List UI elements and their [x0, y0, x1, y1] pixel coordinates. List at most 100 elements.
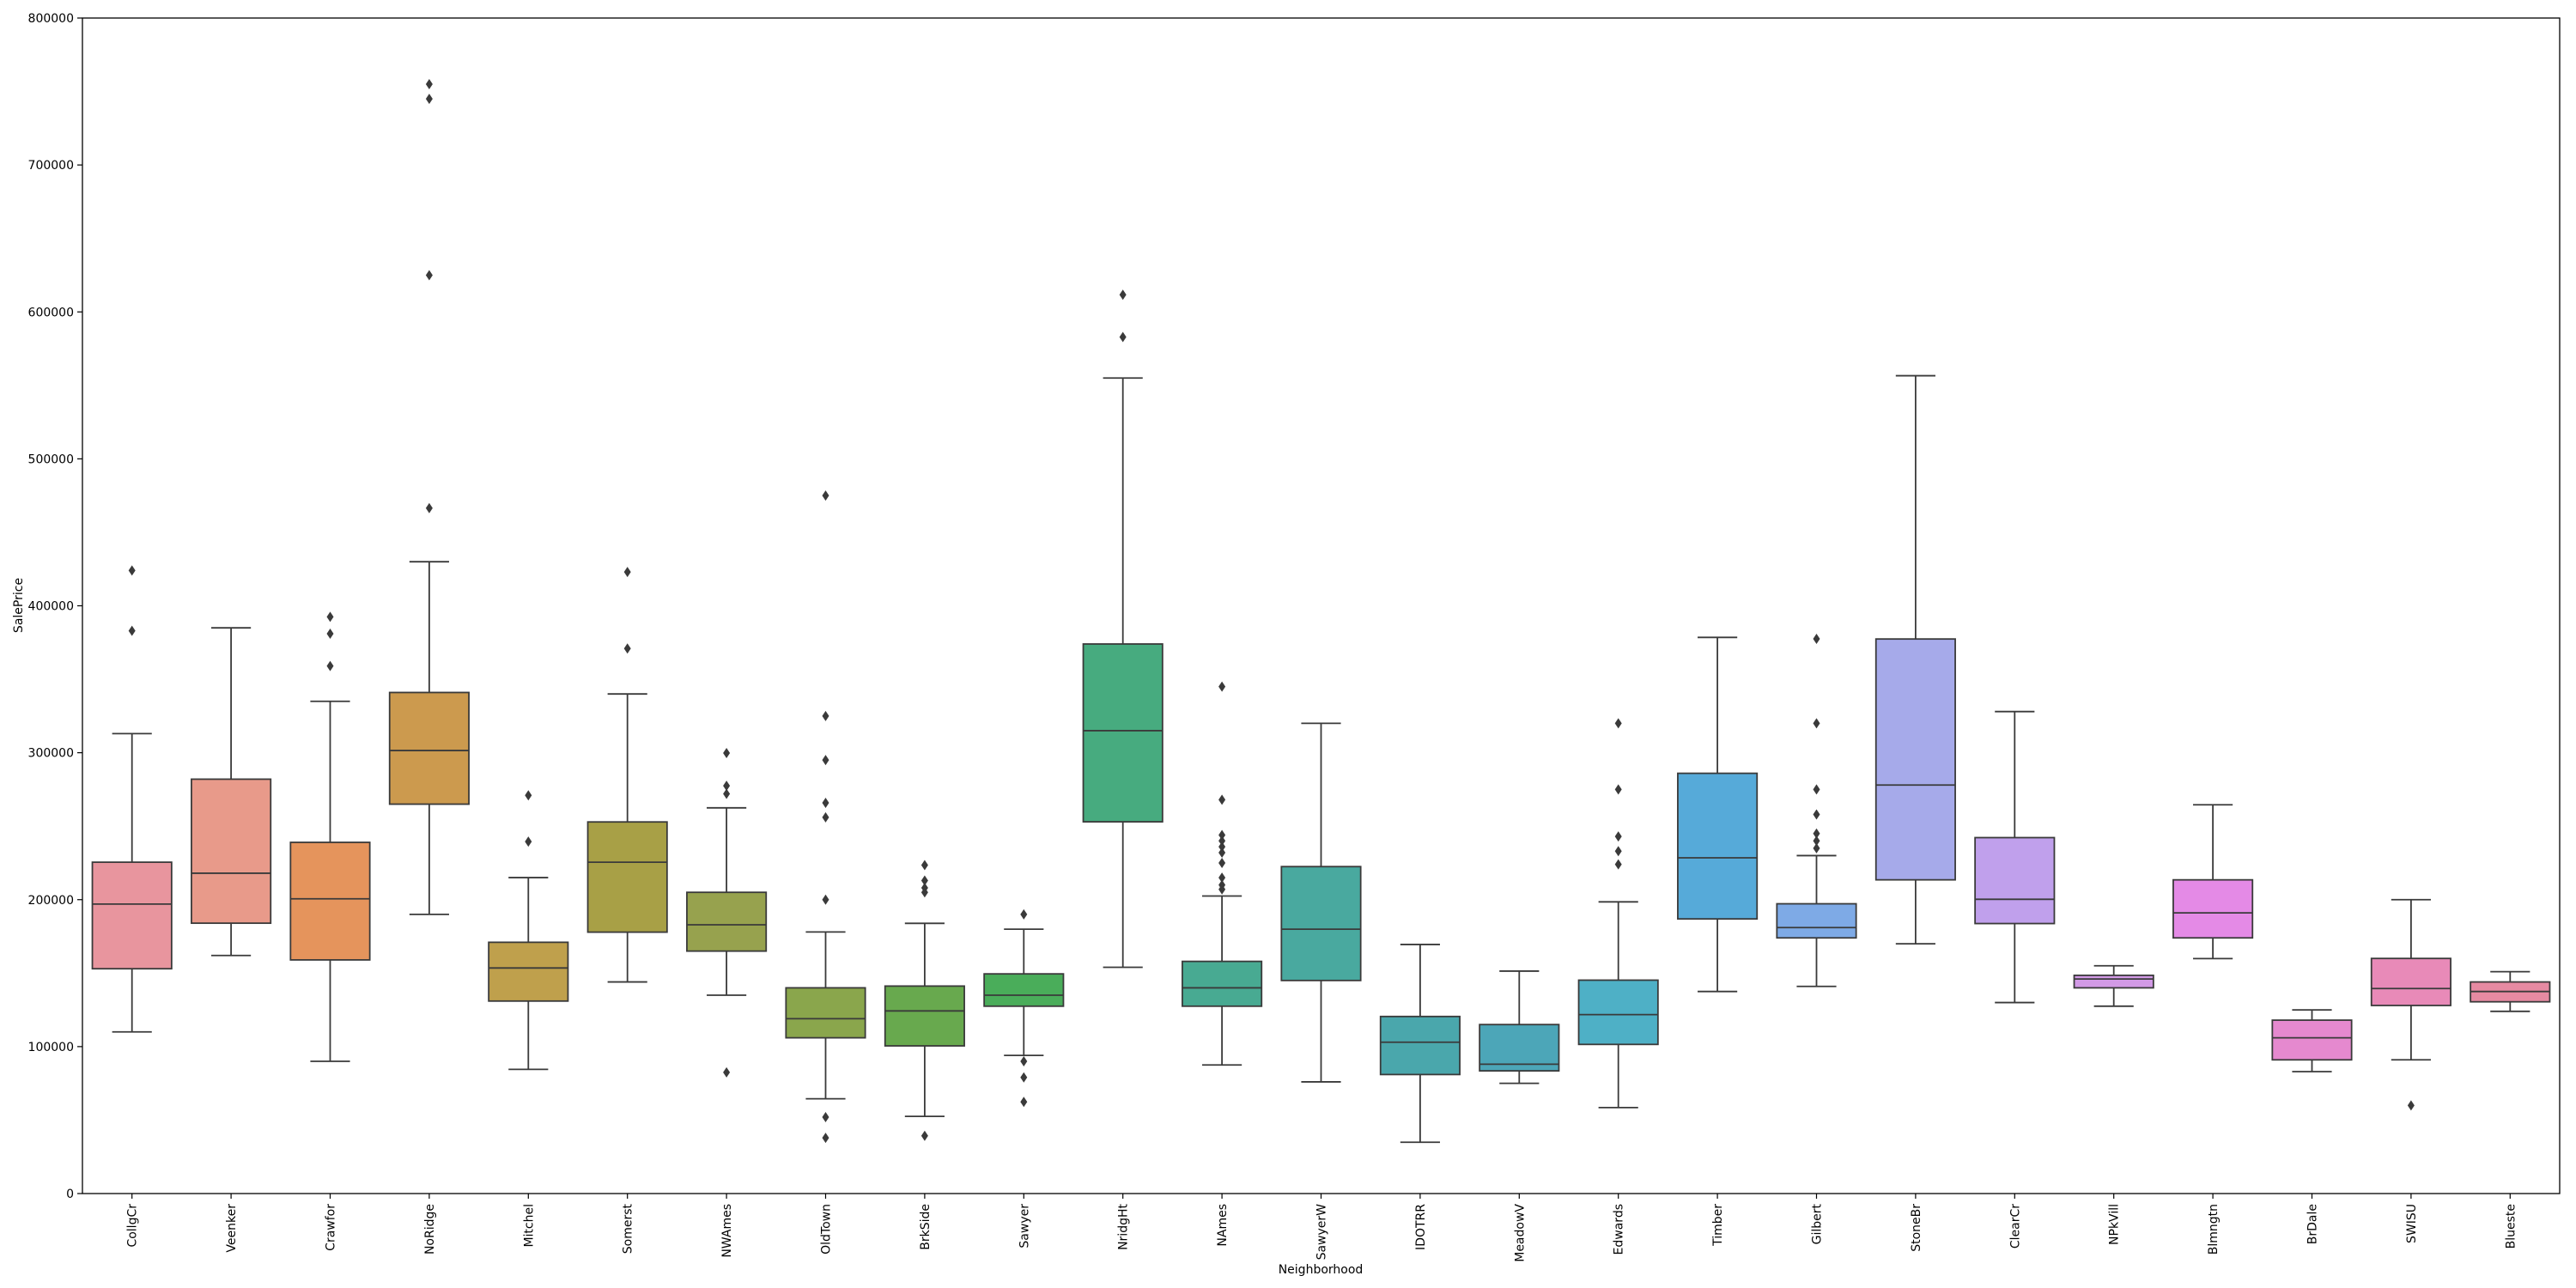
box-Blmngtn	[2172, 804, 2254, 960]
box-iqr	[91, 861, 173, 970]
y-tick-label: 700000	[28, 159, 74, 173]
y-tick-label: 800000	[28, 12, 74, 26]
x-tick-label: NPkVill	[2108, 1204, 2122, 1245]
outlier-point	[1218, 835, 1226, 847]
box-BrDale	[2271, 1009, 2353, 1072]
box-iqr	[191, 778, 272, 925]
box-Somerst	[586, 567, 668, 983]
outlier-point	[1218, 879, 1226, 890]
x-tick-label: BrkSide	[919, 1204, 933, 1250]
box-Veenker	[191, 627, 272, 957]
box-NAmes	[1182, 681, 1263, 1066]
box-StoneBr	[1874, 374, 1956, 945]
outlier-point	[1020, 1097, 1028, 1108]
box-iqr	[884, 985, 965, 1047]
box-Sawyer	[983, 908, 1065, 1108]
box-iqr	[2370, 957, 2451, 1006]
x-tick-label: MeadowV	[1513, 1204, 1527, 1262]
outlier-point	[1218, 681, 1226, 692]
outlier-point	[1813, 809, 1820, 820]
box-iqr	[1280, 866, 1362, 981]
box-iqr	[1182, 960, 1263, 1007]
y-tick-label: 600000	[28, 306, 74, 319]
outlier-point	[822, 811, 829, 823]
outlier-point	[920, 860, 928, 871]
box-Edwards	[1577, 718, 1659, 1109]
x-tick-label: Edwards	[1613, 1204, 1626, 1255]
x-tick-label: Blmngtn	[2207, 1204, 2221, 1255]
outlier-point	[822, 490, 829, 501]
outlier-point	[1614, 846, 1622, 857]
box-iqr	[289, 841, 371, 961]
box-iqr	[2073, 974, 2154, 989]
y-axis: 0 100000 200000 300000 400000 500000 600000 700…	[28, 12, 82, 1201]
x-tick-label: Timber	[1711, 1204, 1725, 1247]
outlier-point	[822, 1133, 829, 1144]
outlier-point	[1218, 841, 1226, 853]
outlier-point	[822, 894, 829, 905]
outlier-point	[1218, 857, 1226, 868]
box-Crawfor	[289, 611, 371, 1062]
outlier-point	[1119, 289, 1127, 301]
x-tick-label: CollgCr	[126, 1204, 140, 1248]
x-axis: CollgCr Veenker Crawfor NoRidge Mitchel Somer…	[126, 1194, 2518, 1262]
box-Blueste	[2470, 970, 2551, 1012]
box-OldTown	[785, 490, 866, 1144]
x-tick-label: NoRidge	[423, 1204, 437, 1255]
x-tick-label: Crawfor	[325, 1204, 338, 1251]
outlier-point	[1813, 718, 1820, 729]
box-Mitchel	[488, 790, 569, 1071]
y-tick-label: 200000	[28, 894, 74, 908]
outlier-point	[425, 79, 433, 90]
y-tick-label: 500000	[28, 453, 74, 466]
box-iqr	[983, 973, 1065, 1007]
box-iqr	[1677, 772, 1759, 920]
box-iqr	[686, 891, 768, 952]
x-tick-label: Mitchel	[522, 1204, 536, 1248]
outlier-point	[1020, 1072, 1028, 1083]
y-tick-label: 100000	[28, 1041, 74, 1054]
box-BrkSide	[884, 860, 965, 1141]
y-tick-label: 400000	[28, 600, 74, 614]
outlier-point	[326, 629, 334, 640]
outlier-point	[326, 660, 334, 671]
x-tick-label: SawyerW	[1315, 1204, 1329, 1261]
outlier-point	[1813, 842, 1820, 854]
x-tick-label: Veenker	[225, 1204, 239, 1253]
box-iqr	[785, 987, 866, 1039]
outlier-point	[723, 781, 731, 792]
outlier-point	[2407, 1100, 2415, 1111]
x-tick-label: Somerst	[622, 1203, 635, 1254]
x-tick-label: BrDale	[2306, 1204, 2320, 1244]
box-NridgHt	[1082, 289, 1163, 969]
box-iqr	[586, 821, 668, 933]
outlier-point	[822, 1112, 829, 1123]
x-axis-title: Neighborhood	[1279, 1263, 1364, 1277]
box-iqr	[1577, 979, 1659, 1046]
y-tick-label: 300000	[28, 747, 74, 761]
box-iqr	[1974, 836, 2056, 925]
x-tick-label: IDOTRR	[1414, 1204, 1428, 1250]
outlier-point	[723, 788, 731, 799]
box-Gilbert	[1776, 634, 1857, 987]
y-tick-label: 0	[66, 1188, 74, 1201]
outlier-point	[1020, 908, 1028, 920]
outlier-point	[1813, 828, 1820, 839]
outlier-point	[1218, 829, 1226, 841]
box-iqr	[2271, 1019, 2353, 1061]
outlier-point	[1020, 1055, 1028, 1066]
outlier-point	[1218, 872, 1226, 884]
box-SawyerW	[1280, 722, 1362, 1083]
outlier-point	[920, 875, 928, 886]
outlier-point	[623, 643, 631, 654]
box-NoRidge	[388, 79, 470, 915]
outlier-point	[128, 565, 136, 576]
outlier-point	[723, 1066, 731, 1078]
outlier-point	[525, 790, 532, 801]
box-iqr	[1479, 1024, 1560, 1072]
y-axis-title: SalePrice	[12, 578, 26, 633]
outlier-point	[1119, 331, 1127, 343]
x-tick-label: StoneBr	[1910, 1204, 1923, 1252]
box-iqr	[1874, 638, 1956, 881]
box-iqr	[1082, 643, 1163, 823]
